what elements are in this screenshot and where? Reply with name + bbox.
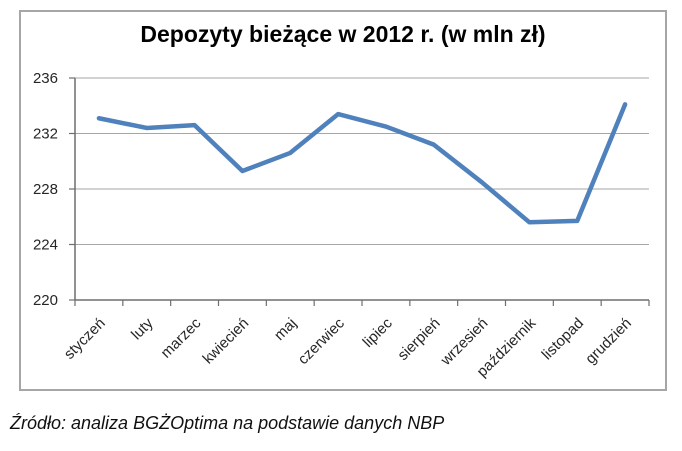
series-line [96,102,628,225]
chart-title: Depozyty bieżące w 2012 r. (w mln zł) [140,21,546,47]
x-tick-label: sierpień [394,315,443,364]
x-tick-label: czerwiec [295,314,349,368]
y-tick-label: 236 [33,70,58,87]
x-tick-label: luty [128,314,157,343]
x-tick-label: grudzień [582,315,635,368]
line-chart: 220 224 228 232 236 styczeń luty marzeckwiecień… [33,70,650,380]
x-tick-label: lipiec [360,314,397,351]
y-tick-label: 228 [33,181,58,198]
x-tick-label: listopad [538,315,587,364]
x-tick-label: styczeń [61,315,109,363]
y-tick-label: 232 [33,126,58,143]
x-tick-label: marzec [158,314,205,361]
chart-frame [19,10,667,391]
x-tick-label: maj [271,315,300,344]
y-tick-label: 220 [33,292,58,309]
y-tick-label: 224 [33,237,58,254]
source-note: Źródło: analiza BGŻOptima na podstawie d… [10,413,445,433]
x-tick-label: kwiecień [200,315,253,368]
